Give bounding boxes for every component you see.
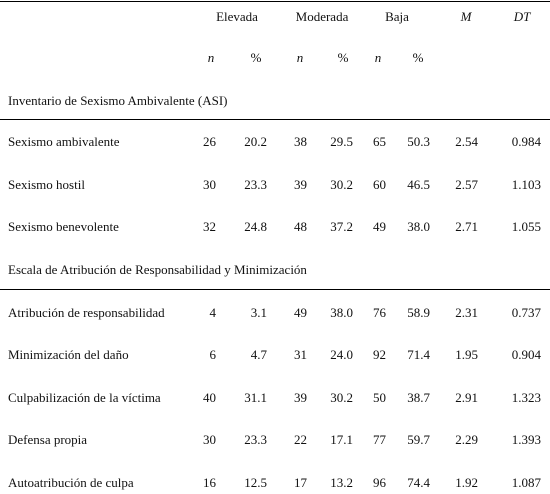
cell-baja-n: 60 [373,177,386,192]
cell-moderada-pct: 30.2 [330,177,353,192]
cell-elevada-n: 16 [203,475,216,490]
cell-moderada-pct: 29.5 [330,134,353,149]
cell-dt: 0.904 [511,347,541,362]
row-label: Sexismo hostil [8,177,85,192]
cell-baja-n: 49 [373,219,386,234]
subheader-n-baja: n [374,50,382,65]
cell-baja-pct: 38.0 [407,219,430,234]
cell-dt: 1.103 [511,177,541,192]
cell-baja-pct: 46.5 [407,177,430,192]
row-label: Sexismo ambivalente [8,134,120,149]
cell-elevada-pct: 12.5 [244,475,267,490]
cell-baja-n: 92 [373,347,386,362]
cell-moderada-pct: 37.2 [330,219,353,234]
cell-m: 1.95 [455,347,478,362]
cell-baja-n: 77 [373,432,386,447]
row-label: Minimización del daño [8,347,129,362]
cell-moderada-n: 39 [294,390,307,405]
cell-elevada-pct: 3.1 [250,305,267,320]
cell-m: 2.29 [455,432,478,447]
cell-m: 2.71 [455,219,478,234]
cell-baja-pct: 74.4 [407,475,430,490]
subheader-n-moderada: n [296,50,304,65]
cell-baja-pct: 50.3 [407,134,430,149]
row-label: Sexismo benevolente [8,219,119,234]
cell-m: 2.31 [455,305,478,320]
cell-elevada-n: 6 [209,347,217,362]
row-label: Culpabilización de la víctima [8,390,161,405]
cell-moderada-pct: 30.2 [330,390,353,405]
cell-m: 2.54 [455,134,478,149]
cell-moderada-pct: 17.1 [330,432,353,447]
top-rule [0,1,550,2]
cell-dt: 0.737 [511,305,541,320]
cell-dt: 1.087 [511,475,541,490]
cell-moderada-n: 48 [294,219,307,234]
cell-m: 1.92 [455,475,478,490]
cell-moderada-n: 22 [294,432,307,447]
cell-elevada-pct: 23.3 [244,177,267,192]
cell-dt: 1.323 [511,390,541,405]
cell-elevada-pct: 20.2 [244,134,267,149]
subheader-pct-baja: % [412,50,424,65]
cell-moderada-n: 49 [294,305,307,320]
cell-m: 2.57 [455,177,478,192]
cell-moderada-pct: 38.0 [330,305,353,320]
cell-moderada-pct: 24.0 [330,347,353,362]
cell-baja-pct: 59.7 [407,432,430,447]
cell-baja-n: 50 [373,390,386,405]
col-header-m: M [460,9,472,24]
row-label: Atribución de responsabilidad [8,305,165,320]
subheader-n-elevada: n [207,50,215,65]
col-header-elevada: Elevada [216,9,258,24]
cell-baja-pct: 71.4 [407,347,430,362]
section-rule-responsabilidad [0,289,550,290]
cell-baja-n: 96 [373,475,386,490]
section-rule-asi [0,119,550,120]
row-label: Defensa propia [8,432,88,447]
cell-elevada-pct: 23.3 [244,432,267,447]
cell-moderada-n: 17 [294,475,307,490]
row-label: Autoatribución de culpa [8,475,134,490]
cell-moderada-n: 39 [294,177,307,192]
cell-baja-pct: 58.9 [407,305,430,320]
cell-elevada-pct: 31.1 [244,390,267,405]
cell-baja-n: 65 [373,134,386,149]
cell-baja-pct: 38.7 [407,390,430,405]
col-header-moderada: Moderada [295,9,349,24]
cell-elevada-n: 32 [203,219,216,234]
cell-elevada-n: 40 [203,390,216,405]
section-title-asi: Inventario de Sexismo Ambivalente (ASI) [8,93,228,108]
cell-m: 2.91 [455,390,478,405]
subheader-pct-elevada: % [250,50,262,65]
subheader-pct-moderada: % [337,50,349,65]
cell-elevada-n: 26 [203,134,216,149]
cell-elevada-n: 30 [203,177,216,192]
col-header-dt: DT [513,9,531,24]
cell-moderada-n: 38 [294,134,307,149]
cell-elevada-n: 4 [209,305,217,320]
cell-dt: 1.055 [511,219,541,234]
cell-elevada-pct: 24.8 [244,219,267,234]
cell-elevada-pct: 4.7 [250,347,267,362]
cell-moderada-pct: 13.2 [330,475,353,490]
cell-dt: 0.984 [511,134,541,149]
cell-dt: 1.393 [511,432,541,447]
section-title-responsabilidad: Escala de Atribución de Responsabilidad … [8,262,307,277]
cell-baja-n: 76 [373,305,386,320]
cell-elevada-n: 30 [203,432,216,447]
cell-moderada-n: 31 [294,347,307,362]
col-header-baja: Baja [385,9,409,24]
